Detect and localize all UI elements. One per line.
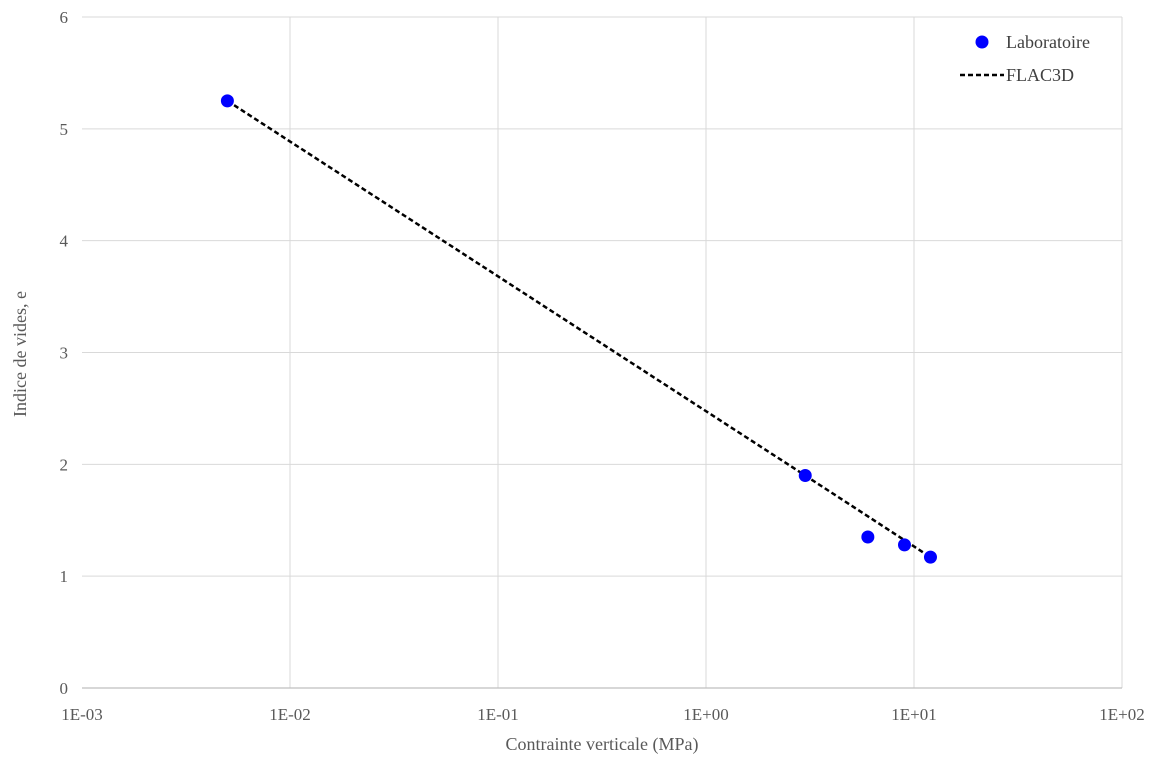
data-point-laboratoire [923,550,937,564]
y-tick-label: 3 [60,344,69,363]
gridlines [82,16,1123,688]
data-point-laboratoire [798,469,812,483]
x-tick-label: 1E-02 [269,705,311,724]
y-axis-ticks: 0 1 2 3 4 5 6 [60,8,69,698]
x-tick-label: 1E+00 [683,705,728,724]
x-axis-ticks: 1E-03 1E-02 1E-01 1E+00 1E+01 1E+02 [61,705,1145,724]
x-tick-label: 1E-03 [61,705,103,724]
x-tick-label: 1E+01 [891,705,936,724]
legend-label-laboratoire: Laboratoire [1006,32,1090,52]
y-tick-label: 4 [60,232,69,251]
legend: Laboratoire FLAC3D [960,32,1090,85]
series-line-flac3d [226,99,932,559]
y-tick-label: 5 [60,120,69,139]
series-lines [226,99,932,559]
y-tick-label: 0 [60,679,69,698]
data-point-laboratoire [897,538,911,552]
y-axis-title: Indice de vides, e [10,291,30,417]
series-points [220,94,937,564]
legend-label-flac3d: FLAC3D [1006,65,1074,85]
x-axis-title: Contrainte verticale (MPa) [506,734,699,755]
data-point-laboratoire [861,530,875,544]
y-tick-label: 1 [60,567,69,586]
data-point-laboratoire [220,94,234,108]
x-tick-label: 1E+02 [1099,705,1144,724]
legend-marker-laboratoire [975,35,989,49]
y-tick-label: 2 [60,455,69,474]
y-tick-label: 6 [60,8,69,27]
x-tick-label: 1E-01 [477,705,519,724]
